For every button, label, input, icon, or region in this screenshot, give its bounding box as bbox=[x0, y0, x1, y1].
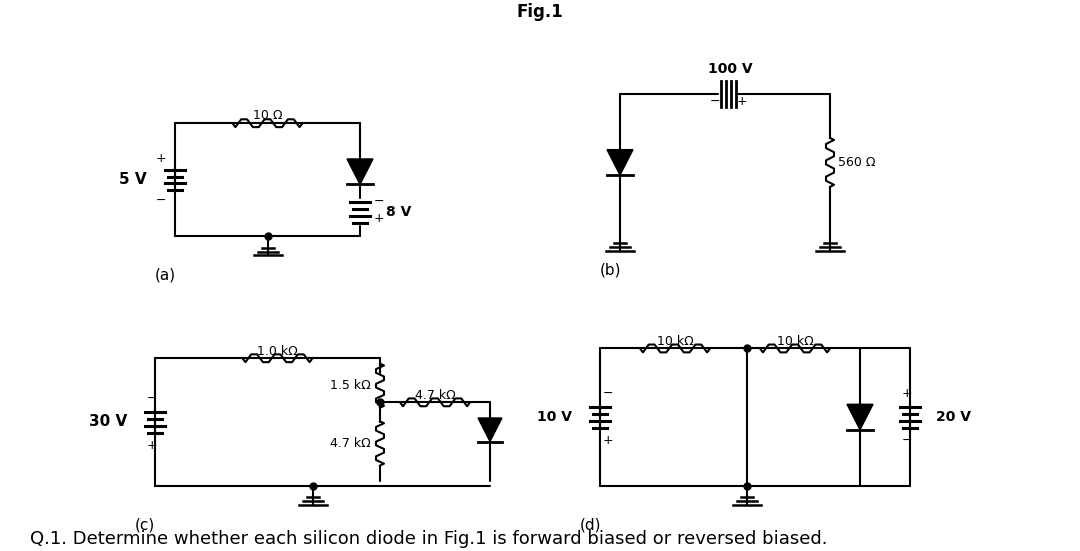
Text: 1.0 kΩ: 1.0 kΩ bbox=[257, 344, 298, 358]
Text: 10 V: 10 V bbox=[537, 410, 572, 424]
Text: 4.7 kΩ: 4.7 kΩ bbox=[330, 437, 370, 450]
Text: 1.5 kΩ: 1.5 kΩ bbox=[330, 379, 370, 392]
Text: −: − bbox=[603, 387, 613, 400]
Text: +: + bbox=[603, 434, 613, 447]
Text: −: − bbox=[156, 195, 166, 207]
Text: −: − bbox=[374, 195, 384, 208]
Text: 20 V: 20 V bbox=[936, 410, 971, 424]
Text: −: − bbox=[147, 392, 158, 405]
Text: 8 V: 8 V bbox=[386, 205, 411, 219]
Text: +: + bbox=[737, 95, 747, 108]
Text: 5 V: 5 V bbox=[120, 172, 147, 187]
Text: (b): (b) bbox=[600, 263, 621, 278]
Polygon shape bbox=[607, 150, 633, 175]
Text: (a): (a) bbox=[156, 267, 176, 283]
Text: 10 kΩ: 10 kΩ bbox=[777, 335, 813, 348]
Text: 4.7 kΩ: 4.7 kΩ bbox=[415, 388, 456, 402]
Text: (d): (d) bbox=[580, 517, 602, 532]
Text: 30 V: 30 V bbox=[89, 414, 127, 429]
Polygon shape bbox=[847, 404, 873, 430]
Text: +: + bbox=[147, 439, 158, 452]
Text: Fig.1: Fig.1 bbox=[516, 3, 564, 21]
Polygon shape bbox=[478, 418, 502, 441]
Text: +: + bbox=[156, 152, 166, 165]
Text: 560 Ω: 560 Ω bbox=[838, 156, 876, 169]
Text: +: + bbox=[374, 212, 384, 225]
Text: (c): (c) bbox=[135, 517, 156, 532]
Text: Q.1. Determine whether each silicon diode in Fig.1 is forward biased or reversed: Q.1. Determine whether each silicon diod… bbox=[30, 530, 827, 548]
Text: 10 Ω: 10 Ω bbox=[253, 110, 282, 122]
Polygon shape bbox=[347, 159, 373, 185]
Text: −: − bbox=[710, 95, 720, 108]
Text: −: − bbox=[902, 434, 913, 447]
Text: 100 V: 100 V bbox=[707, 62, 753, 76]
Text: 10 kΩ: 10 kΩ bbox=[657, 335, 693, 348]
Text: +: + bbox=[902, 387, 913, 400]
